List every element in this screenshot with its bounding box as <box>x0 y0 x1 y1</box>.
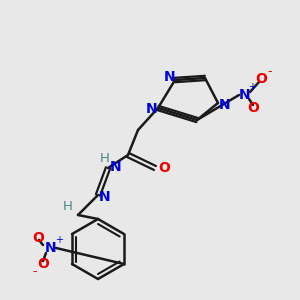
Text: +: + <box>248 82 256 92</box>
Text: N: N <box>45 241 57 255</box>
Text: -: - <box>33 266 37 278</box>
Text: O: O <box>247 101 259 115</box>
Text: O: O <box>32 231 44 245</box>
Text: O: O <box>255 72 267 86</box>
Text: H: H <box>63 200 73 214</box>
Text: N: N <box>146 102 158 116</box>
Text: O: O <box>158 161 170 175</box>
Text: O: O <box>37 257 49 271</box>
Text: N: N <box>99 190 111 204</box>
Text: +: + <box>55 235 63 245</box>
Text: H: H <box>100 152 110 164</box>
Text: N: N <box>110 160 122 174</box>
Text: N: N <box>219 98 231 112</box>
Text: N: N <box>239 88 251 102</box>
Text: N: N <box>164 70 176 84</box>
Text: -: - <box>268 65 272 79</box>
